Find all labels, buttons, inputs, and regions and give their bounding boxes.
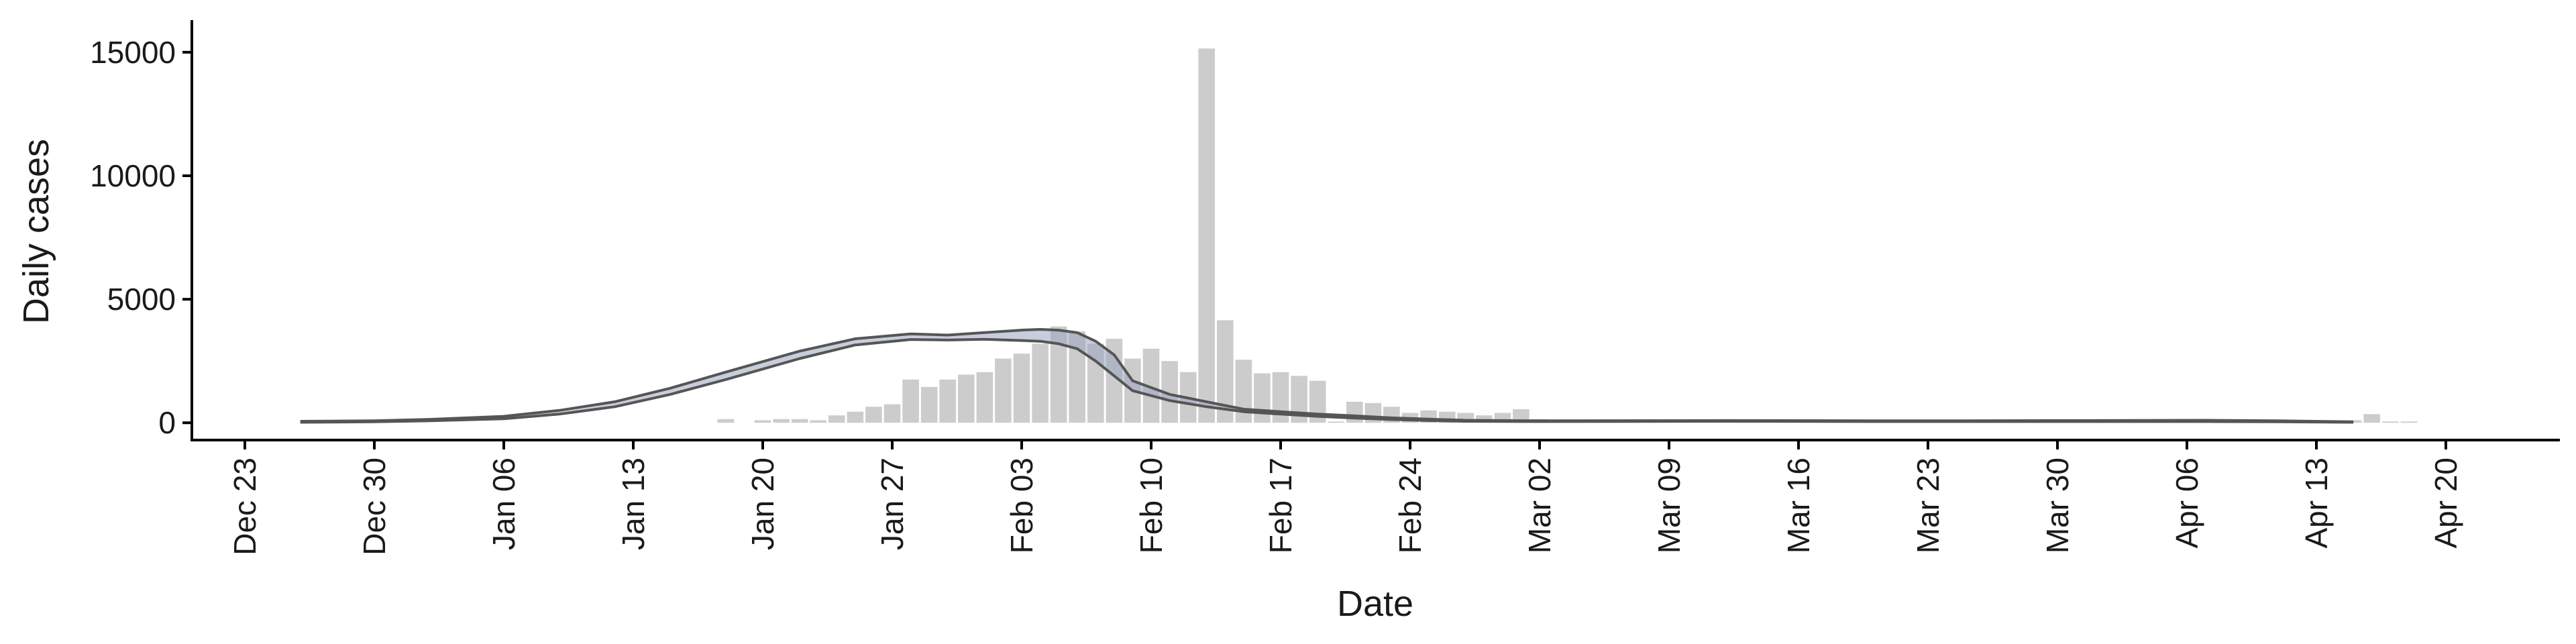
bar [847, 411, 864, 423]
x-tick-label: Mar 16 [1781, 458, 1816, 553]
bar [1254, 373, 1271, 423]
bar [791, 419, 808, 423]
x-tick-label: Mar 30 [2040, 458, 2075, 553]
x-tick-label: Apr 13 [2299, 458, 2334, 549]
bar [754, 420, 771, 423]
bar [958, 374, 975, 423]
bar [939, 379, 956, 423]
bar [1198, 48, 1215, 423]
bar [902, 379, 919, 423]
x-tick-label: Mar 09 [1652, 458, 1686, 553]
bar [828, 415, 845, 423]
x-tick-label: Mar 23 [1911, 458, 1945, 553]
bar [883, 404, 901, 423]
axes-layer [191, 20, 2560, 441]
bars-layer [717, 48, 2418, 423]
y-tick-label: 15000 [90, 35, 176, 70]
bar [2382, 421, 2399, 423]
bar [995, 358, 1012, 423]
bar [976, 372, 994, 423]
x-tick-label: Feb 03 [1004, 458, 1039, 553]
y-tick-label: 0 [158, 405, 176, 440]
x-tick-label: Feb 24 [1393, 458, 1428, 553]
x-tick-label: Jan 27 [875, 458, 910, 550]
x-tick-label: Dec 23 [227, 458, 262, 555]
x-tick-label: Apr 06 [2169, 458, 2204, 549]
bar [1476, 415, 1493, 423]
estimate-band [300, 329, 2354, 423]
y-tick-label: 5000 [107, 282, 176, 317]
bar [2363, 414, 2380, 423]
x-tick-label: Jan 20 [745, 458, 780, 550]
bar [2400, 421, 2418, 423]
bar [1013, 354, 1030, 423]
x-tick-label: Jan 13 [616, 458, 651, 550]
x-ticks-layer: Dec 23 Dec 30 Jan 06 Jan 13 Jan 20 Jan 27 Feb … [227, 440, 2463, 555]
bar [773, 419, 790, 423]
bar [920, 386, 938, 423]
bar [1032, 343, 1049, 423]
bar [2345, 420, 2362, 423]
x-tick-label: Dec 30 [357, 458, 392, 555]
estimate-band-layer [300, 328, 2354, 424]
y-tick-label: 10000 [90, 158, 176, 193]
bar [717, 419, 735, 423]
x-tick-label: Jan 06 [486, 458, 521, 550]
y-axis-title: Daily cases [16, 139, 56, 324]
bar [1328, 421, 1344, 423]
y-ticks-layer: 0 5000 10000 15000 [90, 35, 192, 440]
bar [865, 407, 882, 423]
bar [810, 420, 826, 423]
estimate-lower-line [300, 337, 2354, 424]
x-tick-label: Feb 10 [1134, 458, 1169, 553]
x-axis-title: Date [1337, 584, 1413, 624]
x-tick-label: Feb 17 [1263, 458, 1298, 553]
x-tick-label: Apr 20 [2428, 458, 2463, 549]
x-tick-label: Mar 02 [1522, 458, 1557, 553]
